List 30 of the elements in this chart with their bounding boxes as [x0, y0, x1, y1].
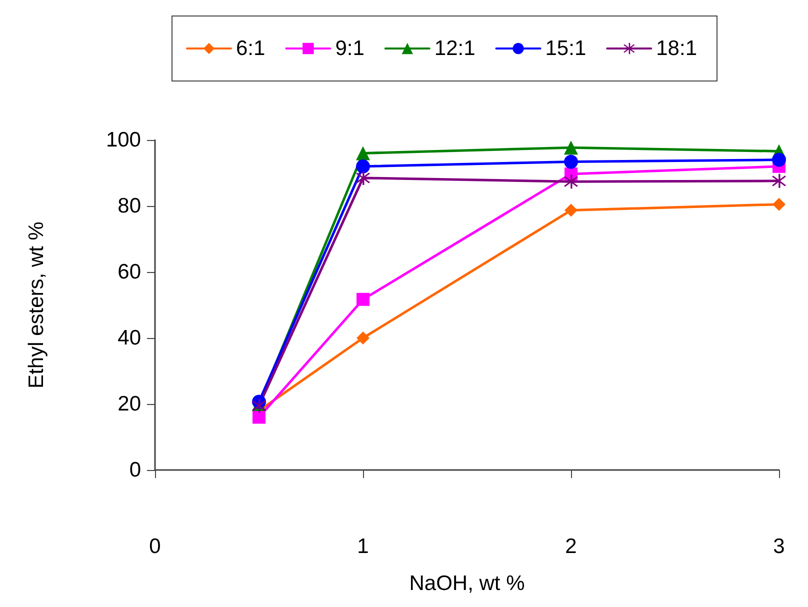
y-tick-label: 20 [118, 392, 141, 416]
point [356, 159, 370, 174]
point [356, 332, 370, 344]
y-tick-label: 0 [129, 458, 141, 482]
y-axis-title: Ethyl esters, wt % [25, 222, 48, 388]
legend-label: 12:1 [434, 37, 476, 60]
point [356, 170, 370, 185]
x-tick-label: 1 [357, 535, 369, 558]
point [564, 154, 578, 169]
y-tick-label: 40 [118, 326, 141, 350]
point [772, 174, 786, 188]
point [564, 174, 578, 189]
legend-label: 18:1 [656, 37, 698, 60]
point [564, 204, 578, 217]
point [772, 152, 786, 167]
legend-label: 9:1 [335, 37, 364, 60]
x-tick-label: 0 [149, 535, 161, 558]
y-tick-label: 60 [118, 260, 141, 284]
point [356, 146, 370, 160]
legend-label: 15:1 [545, 37, 586, 60]
point [356, 292, 370, 306]
point [564, 140, 578, 155]
legend-label: 6:1 [236, 37, 266, 60]
x-axis-title: NaOH, wt % [409, 572, 525, 595]
x-tick-label: 3 [773, 535, 785, 558]
y-tick-label: 80 [118, 194, 141, 218]
y-tick-label: 100 [106, 128, 141, 152]
point [772, 198, 786, 211]
x-tick-label: 2 [565, 535, 577, 558]
point [252, 410, 266, 424]
